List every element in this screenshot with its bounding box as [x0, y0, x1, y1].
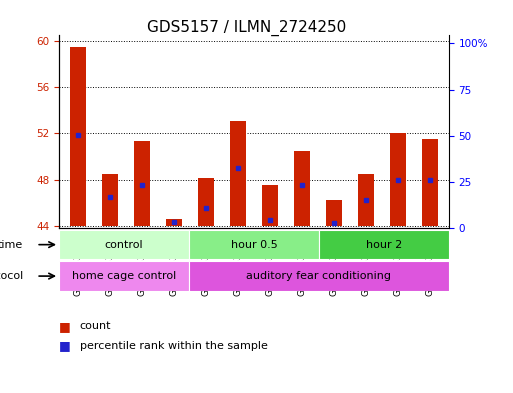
Bar: [326, 200, 342, 226]
Bar: [59, 230, 189, 259]
Text: percentile rank within the sample: percentile rank within the sample: [80, 341, 267, 351]
Text: GDS5157 / ILMN_2724250: GDS5157 / ILMN_2724250: [147, 20, 346, 36]
Text: auditory fear conditioning: auditory fear conditioning: [246, 271, 391, 281]
Bar: [70, 47, 86, 226]
Text: hour 2: hour 2: [366, 240, 402, 250]
Bar: [390, 133, 406, 226]
Text: ■: ■: [59, 339, 71, 353]
Text: count: count: [80, 321, 111, 331]
Bar: [166, 219, 182, 226]
Bar: [198, 178, 214, 226]
Bar: [134, 141, 150, 226]
Bar: [294, 151, 310, 226]
Text: control: control: [105, 240, 143, 250]
Bar: [102, 174, 118, 226]
Bar: [422, 139, 438, 226]
Bar: [358, 174, 374, 226]
Text: ■: ■: [59, 320, 71, 333]
Bar: [319, 230, 449, 259]
Bar: [189, 261, 449, 291]
Bar: [189, 230, 319, 259]
Bar: [59, 261, 189, 291]
Bar: [262, 185, 278, 226]
Text: time: time: [0, 240, 23, 250]
Text: home cage control: home cage control: [72, 271, 176, 281]
Text: hour 0.5: hour 0.5: [230, 240, 278, 250]
Bar: [230, 121, 246, 226]
Text: protocol: protocol: [0, 271, 23, 281]
